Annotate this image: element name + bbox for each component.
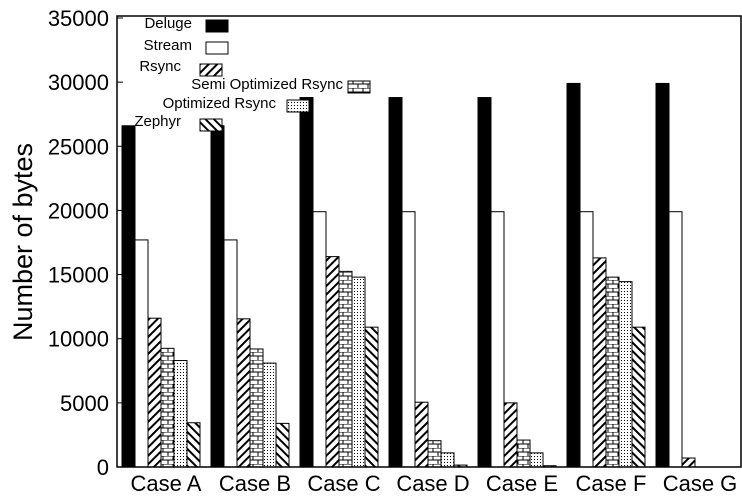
legend-swatch-solid [205, 19, 229, 33]
bar-optimized-rsync-case-f [618, 281, 633, 468]
bar-rsync-case-e [503, 402, 518, 468]
bar-optimized-rsync-case-c [351, 276, 366, 468]
x-tick-label: Case F [576, 471, 647, 496]
bar-rsync-case-d [414, 401, 429, 468]
x-tick-label: Case B [219, 471, 291, 496]
bar-deluge-case-b [210, 125, 225, 468]
bar-deluge-case-g [655, 82, 670, 468]
bar-zephyr-case-a [186, 422, 201, 468]
x-tick-label: Case C [307, 471, 380, 496]
bar-zephyr-case-f [631, 326, 646, 468]
bar-stream-case-g [668, 211, 683, 468]
legend-label: Zephyr [134, 113, 181, 130]
bar-semi-optimized-rsync-case-d [427, 440, 442, 468]
x-tick-label: Case A [131, 471, 202, 496]
bar-rsync-case-c [325, 256, 340, 468]
legend-swatch-brick [347, 80, 371, 94]
bar-semi-optimized-rsync-case-f [605, 276, 620, 468]
bar-stream-case-c [312, 211, 327, 468]
x-tick-label: Case E [486, 471, 558, 496]
bar-rsync-case-a [147, 317, 162, 468]
plot-frame [116, 15, 742, 468]
y-axis-label: Number of bytes [8, 143, 38, 341]
bar-stream-case-a [134, 239, 149, 468]
y-tick-label: 0 [97, 455, 109, 480]
legend-swatch-dots [286, 99, 310, 113]
bar-stream-case-b [223, 239, 238, 468]
bar-optimized-rsync-case-e [529, 452, 544, 468]
legend-label: Deluge [144, 15, 192, 32]
x-tick-label: Case D [396, 471, 469, 496]
bar-deluge-case-e [477, 97, 492, 468]
y-tick-label: 10000 [48, 327, 109, 352]
bar-semi-optimized-rsync-case-c [338, 270, 353, 468]
legend-label: Rsync [139, 58, 181, 75]
bar-deluge-case-d [388, 97, 403, 468]
bar-optimized-rsync-case-b [262, 362, 277, 468]
y-tick-label: 20000 [48, 198, 109, 223]
x-tick-label: Case G [663, 471, 738, 496]
bar-rsync-case-g [681, 457, 696, 468]
legend-swatch-diag [199, 63, 223, 77]
bar-semi-optimized-rsync-case-e [516, 439, 531, 468]
y-tick-label: 5000 [60, 391, 109, 416]
legend-label: Optimized Rsync [163, 95, 277, 112]
legend: Deluge Stream Rsync Semi Optimized Rsync Opt… [134, 15, 371, 132]
bar-stream-case-d [401, 211, 416, 468]
bar-semi-optimized-rsync-case-a [160, 347, 175, 468]
bar-zephyr-case-c [364, 326, 379, 468]
bar-optimized-rsync-case-d [440, 452, 455, 468]
bar-rsync-case-f [592, 257, 607, 468]
y-tick-label: 30000 [48, 70, 109, 95]
bar-semi-optimized-rsync-case-b [249, 348, 264, 468]
legend-label: Semi Optimized Rsync [191, 76, 343, 93]
bar-deluge-case-a [121, 125, 136, 468]
bar-stream-case-f [579, 211, 594, 468]
legend-label: Stream [144, 37, 192, 54]
bar-deluge-case-c [299, 97, 314, 468]
y-tick-label: 15000 [48, 263, 109, 288]
bar-deluge-case-f [566, 82, 581, 468]
bar-stream-case-e [490, 211, 505, 468]
bar-optimized-rsync-case-a [173, 360, 188, 468]
legend-swatch-empty [205, 41, 229, 55]
bar-zephyr-case-b [275, 422, 290, 468]
legend-swatch-backdiag [199, 118, 223, 132]
y-tick-label: 25000 [48, 134, 109, 159]
bar-rsync-case-b [236, 318, 251, 468]
y-tick-label: 35000 [48, 6, 109, 31]
